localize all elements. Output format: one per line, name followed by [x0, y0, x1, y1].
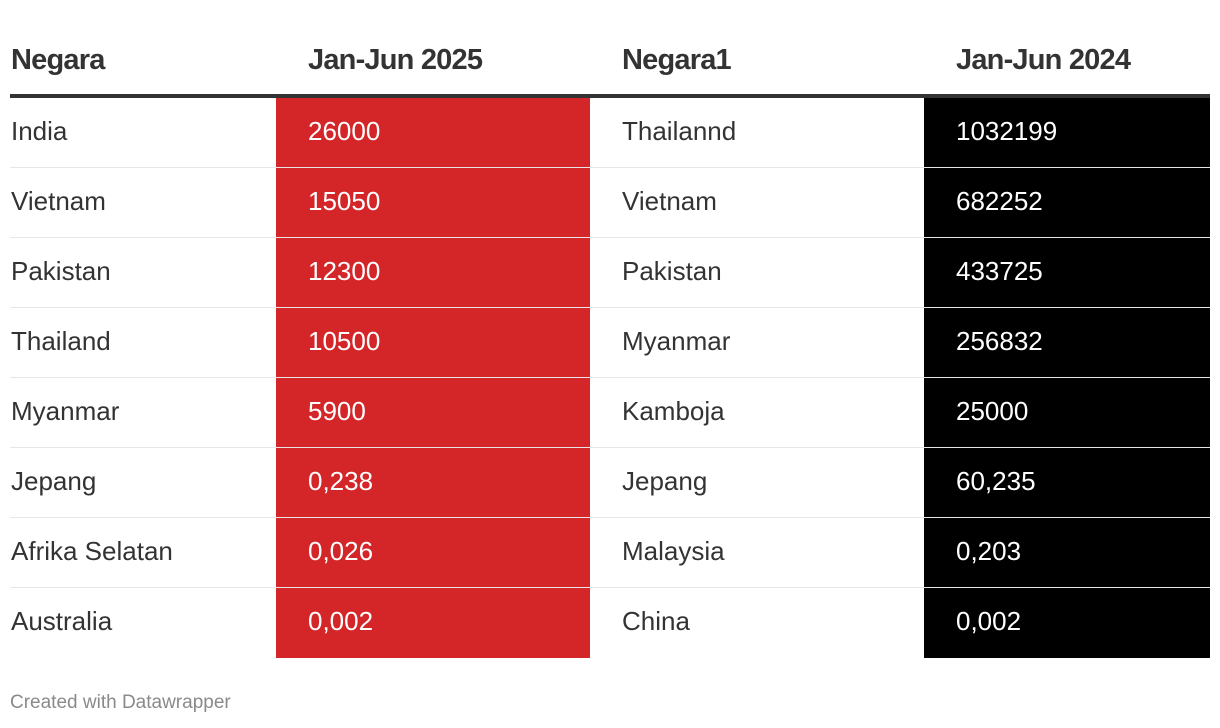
- cell-negara: Jepang: [11, 466, 97, 496]
- cell-jan-jun-2024: 682252: [956, 186, 1043, 216]
- cell-jan-jun-2024: 60,235: [956, 466, 1036, 496]
- data-table: Negara Jan-Jun 2025 Negara1 Jan-Jun 2024…: [10, 24, 1210, 658]
- cell-negara: India: [11, 116, 68, 146]
- column-2024-fill: [924, 98, 1210, 658]
- table-body: India 26000 Thailannd 1032199 Vietnam 15050 Vi…: [10, 98, 1210, 658]
- cell-negara: Thailand: [11, 326, 111, 356]
- header-negara1: Negara1: [622, 44, 732, 76]
- cell-jan-jun-2025: 0,002: [308, 606, 374, 636]
- row-separator: [10, 377, 1210, 378]
- table-header: Negara Jan-Jun 2025 Negara1 Jan-Jun 2024: [10, 24, 1210, 98]
- cell-negara1: Pakistan: [622, 256, 722, 286]
- cell-jan-jun-2024: 433725: [956, 256, 1043, 286]
- cell-jan-jun-2024: 25000: [956, 396, 1029, 426]
- cell-negara1: Thailannd: [622, 116, 737, 146]
- cell-jan-jun-2025: 0,026: [308, 536, 374, 566]
- table-row: India 26000 Thailannd 1032199: [10, 98, 1210, 168]
- column-2025-fill: [276, 98, 590, 658]
- cell-negara: Vietnam: [11, 186, 106, 216]
- cell-jan-jun-2025: 15050: [308, 186, 381, 216]
- cell-negara1: Vietnam: [622, 186, 717, 216]
- row-separator: [10, 587, 1210, 588]
- cell-negara1: Kamboja: [622, 396, 725, 426]
- cell-jan-jun-2024: 0,002: [956, 606, 1022, 636]
- table-row: Jepang 0,238 Jepang 60,235: [10, 448, 1210, 518]
- table-row: Thailand 10500 Myanmar 256832: [10, 308, 1210, 378]
- cell-jan-jun-2024: 256832: [956, 326, 1043, 356]
- cell-jan-jun-2025: 12300: [308, 256, 381, 286]
- row-separator: [10, 447, 1210, 448]
- header-jan-jun-2025: Jan-Jun 2025: [308, 44, 483, 76]
- table-row: Pakistan 12300 Pakistan 433725: [10, 238, 1210, 308]
- cell-negara: Myanmar: [11, 396, 120, 426]
- header-jan-jun-2024: Jan-Jun 2024: [956, 44, 1131, 76]
- table-row: Australia 0,002 China 0,002: [10, 588, 1210, 658]
- cell-jan-jun-2025: 5900: [308, 396, 366, 426]
- cell-negara: Australia: [11, 606, 113, 636]
- row-separator: [10, 237, 1210, 238]
- cell-negara1: China: [622, 606, 690, 636]
- cell-negara1: Malaysia: [622, 536, 725, 566]
- cell-negara: Pakistan: [11, 256, 111, 286]
- table-row: Vietnam 15050 Vietnam 682252: [10, 168, 1210, 238]
- table-row: Myanmar 5900 Kamboja 25000: [10, 378, 1210, 448]
- footer-credit: Created with Datawrapper: [10, 692, 231, 713]
- row-separator: [10, 167, 1210, 168]
- table-row: Afrika Selatan 0,026 Malaysia 0,203: [10, 518, 1210, 588]
- cell-negara: Afrika Selatan: [11, 536, 173, 566]
- cell-jan-jun-2024: 1032199: [956, 116, 1058, 146]
- header-negara: Negara: [11, 44, 105, 76]
- cell-jan-jun-2025: 0,238: [308, 466, 374, 496]
- row-separator: [10, 307, 1210, 308]
- row-separator: [10, 517, 1210, 518]
- cell-negara1: Myanmar: [622, 326, 731, 356]
- cell-jan-jun-2025: 26000: [308, 116, 381, 146]
- cell-jan-jun-2025: 10500: [308, 326, 381, 356]
- cell-jan-jun-2024: 0,203: [956, 536, 1022, 566]
- cell-negara1: Jepang: [622, 466, 708, 496]
